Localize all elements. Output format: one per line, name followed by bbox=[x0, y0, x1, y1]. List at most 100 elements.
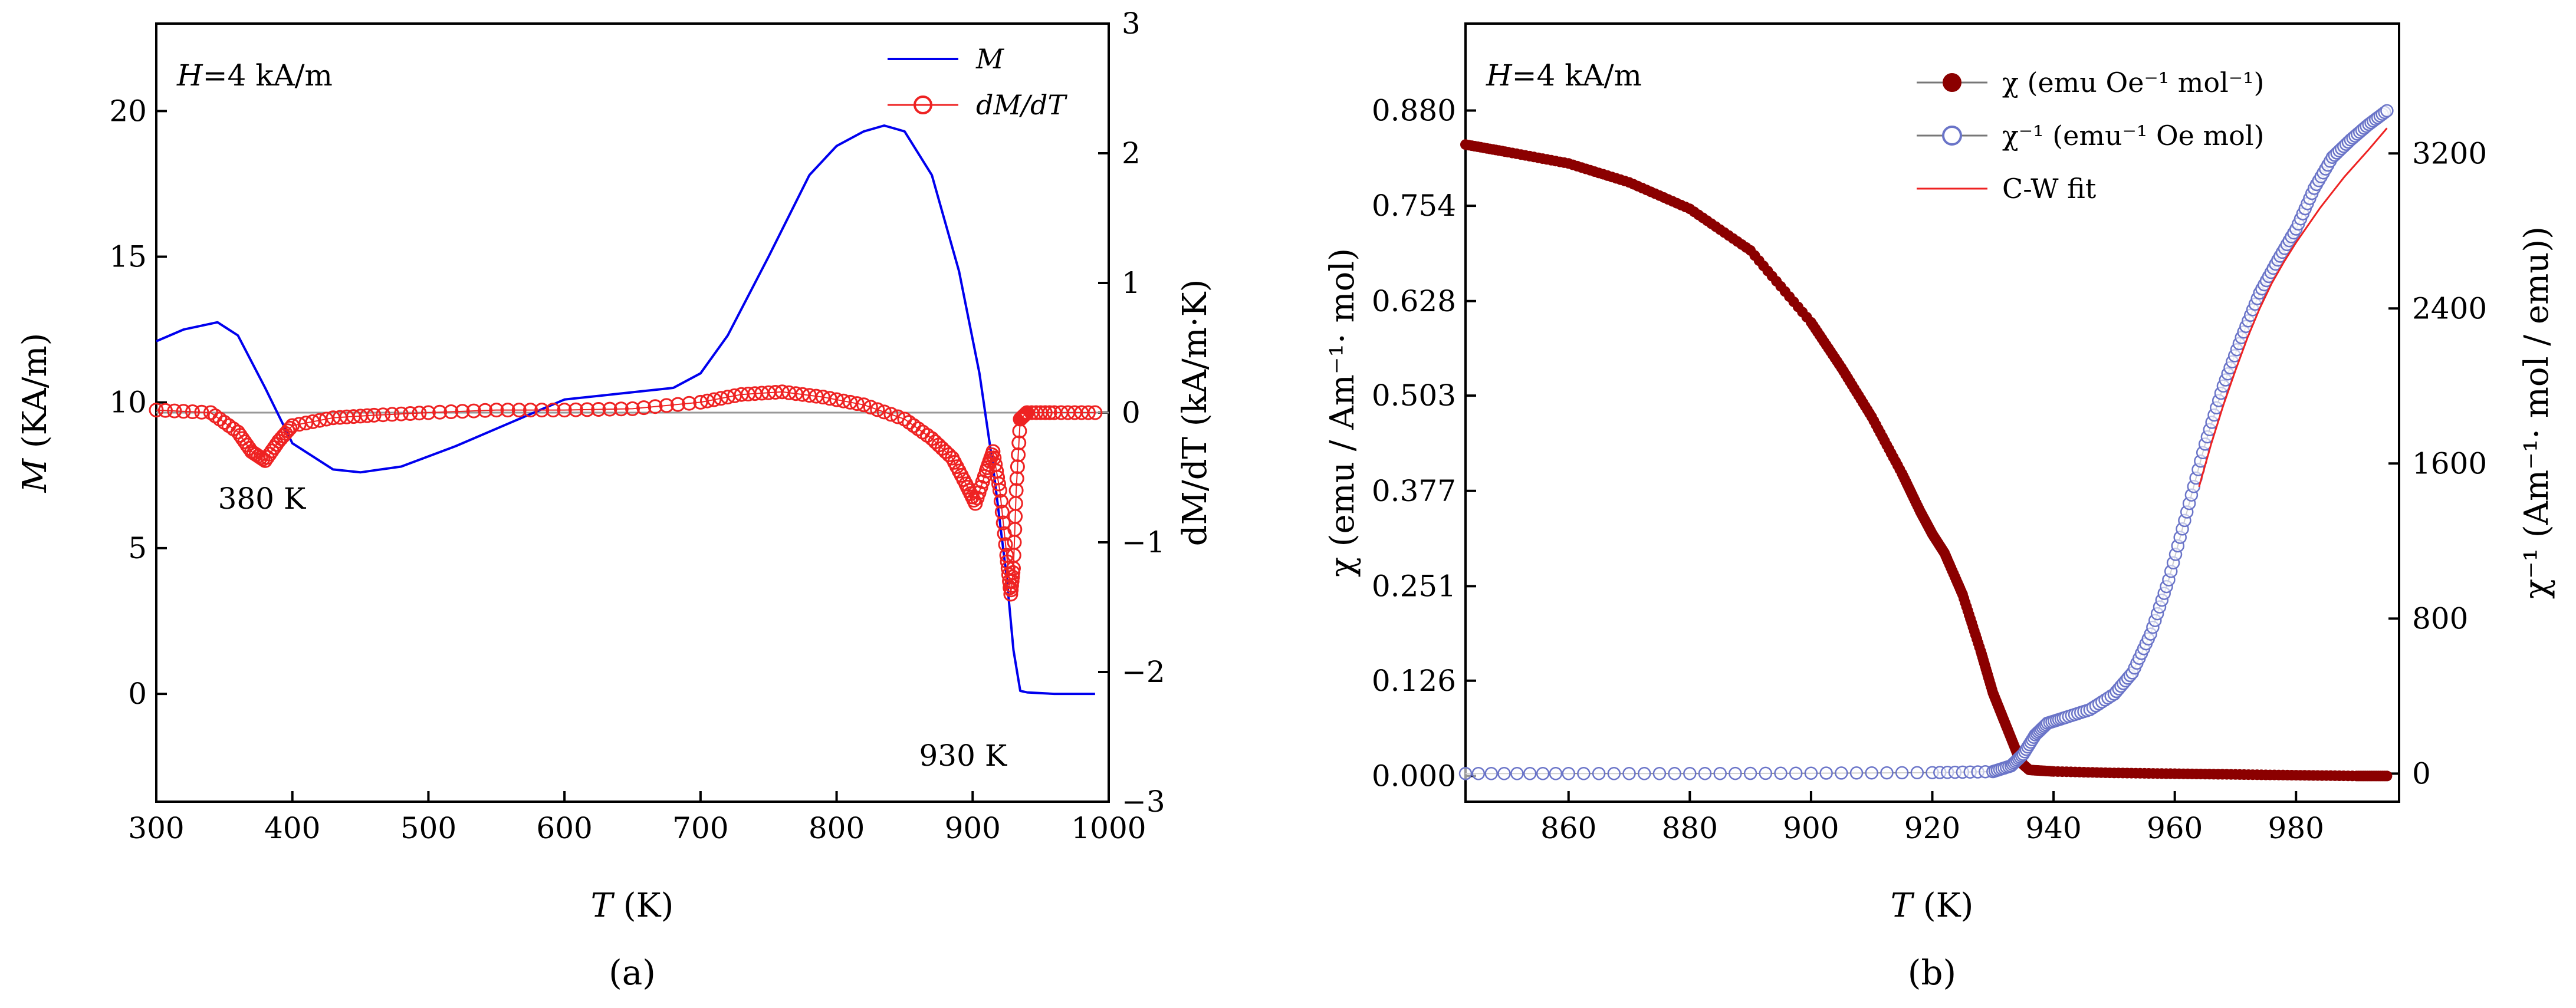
panel-a-right-axis-title: dM/dT (kA/m·K) bbox=[1176, 279, 1214, 546]
series-chi-inverse-point bbox=[1471, 767, 1486, 780]
series-dmdt-point bbox=[693, 394, 708, 410]
series-dmdt-point bbox=[489, 403, 504, 418]
series-chi-inverse-point bbox=[1713, 766, 1727, 780]
panel-a-left-tick-label: 0 bbox=[128, 677, 147, 711]
series-dmdt-point bbox=[1011, 447, 1026, 462]
series-dmdt-point bbox=[995, 515, 1011, 531]
series-dmdt-point bbox=[1009, 471, 1024, 486]
panel-b-x-tick-label: 960 bbox=[2147, 811, 2203, 845]
panel-b-left-tick-label: 0.000 bbox=[1372, 759, 1456, 793]
series-chi-inverse-point bbox=[1592, 767, 1606, 780]
series-dmdt-point bbox=[282, 420, 298, 436]
series-dmdt-point bbox=[376, 407, 390, 423]
panel-a-right-tick-label: 0 bbox=[1122, 396, 1141, 430]
panel-b-caption: (b) bbox=[1908, 953, 1956, 993]
panel-a-right-tick-label: 2 bbox=[1122, 136, 1141, 170]
panel-b-left-tick-label: 0.628 bbox=[1372, 284, 1456, 318]
panel-a-right-tick-label: −1 bbox=[1122, 525, 1165, 559]
legend-cw-fit-label: C-W fit bbox=[2002, 173, 2097, 205]
panel-b-left-tick-label: 0.377 bbox=[1372, 474, 1456, 508]
panel-a-series bbox=[149, 124, 1109, 696]
series-dmdt-point bbox=[285, 418, 300, 433]
panel-a-left-tick-label: 15 bbox=[109, 240, 147, 274]
panel-a-x-tick-label: 600 bbox=[536, 811, 592, 845]
series-dmdt-point bbox=[500, 403, 515, 418]
series-dmdt-point bbox=[890, 409, 905, 424]
panel-b: 860 880 900 920 940 960 980 0.000 0.126 0.251 0.37… bbox=[1323, 22, 2556, 993]
series-dmdt-point bbox=[849, 396, 865, 411]
series-dmdt-point bbox=[822, 391, 837, 406]
panel-a-right-tick-label: 1 bbox=[1122, 266, 1141, 300]
series-dmdt-point bbox=[1005, 569, 1020, 585]
panel-b-x-tick-label: 940 bbox=[2025, 811, 2081, 845]
panel-b-left-axis-title: χ (emu / Am⁻¹· mol) bbox=[1323, 248, 1362, 577]
series-dmdt-point bbox=[568, 402, 583, 417]
series-chi-inverse-point bbox=[1683, 767, 1697, 780]
series-dmdt-point bbox=[1087, 405, 1103, 420]
series-chi-inverse-point bbox=[1759, 766, 1773, 780]
series-dmdt-point bbox=[167, 403, 182, 419]
series-chi-inverse-point bbox=[1849, 766, 1864, 780]
annotation-930k: 930 K bbox=[919, 739, 1008, 773]
series-dmdt-point bbox=[720, 390, 735, 405]
series-chi-inverse-point bbox=[1458, 767, 1473, 780]
series-dmdt-point bbox=[1008, 483, 1024, 498]
panel-a-right-tick-label: −2 bbox=[1122, 655, 1165, 689]
series-dmdt-point bbox=[1006, 565, 1021, 580]
series-dmdt-point bbox=[455, 404, 470, 419]
series-chi-inverse-point bbox=[1668, 767, 1681, 780]
panel-a-x-tick-label: 900 bbox=[945, 811, 1001, 845]
series-dmdt-point bbox=[602, 401, 617, 417]
legend-dmdt-marker bbox=[914, 95, 932, 114]
panel-b-left-tick-label: 0.880 bbox=[1372, 94, 1456, 128]
series-dmdt-point bbox=[816, 390, 830, 405]
series-dmdt-point bbox=[613, 401, 629, 417]
panel-b-x-tick-label: 880 bbox=[1662, 811, 1718, 845]
series-dmdt-point bbox=[298, 416, 314, 431]
series-dmdt-point bbox=[699, 393, 715, 409]
legend-chi-inverse-label: χ⁻¹ (emu⁻¹ Oe mol) bbox=[2002, 120, 2265, 151]
series-dmdt-point bbox=[360, 408, 375, 423]
panel-a-left-tick-label: 10 bbox=[109, 386, 147, 420]
series-dmdt-point bbox=[157, 403, 173, 418]
series-chi-inverse-point bbox=[1698, 766, 1712, 780]
legend-m-label: M bbox=[975, 43, 1005, 75]
series-chi-inverse-point bbox=[1510, 767, 1524, 780]
series-dmdt-point bbox=[670, 397, 685, 412]
panel-a-x-tick-label: 400 bbox=[264, 811, 320, 845]
series-chi-inverse-point bbox=[1804, 766, 1818, 780]
series-dmdt-point bbox=[366, 407, 382, 423]
series-dmdt-point bbox=[843, 394, 858, 410]
series-dmdt-point bbox=[992, 483, 1007, 498]
series-dmdt-point bbox=[393, 406, 409, 421]
panel-a: 300 400 500 600 700 800 900 1000 0 5 10 15 20 −3 −2 −1 0… bbox=[16, 6, 1214, 993]
series-dmdt-point bbox=[648, 399, 663, 414]
series-chi-point bbox=[2381, 770, 2393, 782]
series-chi-inverse-point bbox=[1910, 766, 1924, 780]
series-dmdt-point bbox=[1010, 459, 1025, 475]
series-dmdt-point bbox=[863, 400, 878, 415]
series-dmdt-point bbox=[870, 402, 885, 417]
series-chi-inverse-point bbox=[1536, 767, 1550, 780]
series-dmdt-point bbox=[420, 405, 436, 420]
series-dmdt-point bbox=[636, 400, 652, 416]
series-dmdt-point bbox=[707, 392, 722, 407]
panel-a-x-tick-label: 500 bbox=[400, 811, 456, 845]
panel-b-x-axis-title: T (K) bbox=[1891, 887, 1974, 925]
series-dmdt-point bbox=[1015, 409, 1030, 424]
panel-b-right-tick-label: 2400 bbox=[2412, 291, 2487, 325]
panel-a-x-tick-label: 800 bbox=[809, 811, 865, 845]
legend-chi-label: χ (emu Oe⁻¹ mol⁻¹) bbox=[2002, 67, 2265, 98]
series-dmdt-point bbox=[829, 392, 845, 407]
series-dmdt-point bbox=[511, 403, 527, 418]
series-dmdt-point bbox=[856, 397, 872, 413]
series-dmdt-point bbox=[557, 403, 572, 418]
panel-a-left-tick-label: 5 bbox=[128, 531, 147, 565]
series-dmdt-point bbox=[523, 403, 538, 418]
series-chi-inverse-point bbox=[1880, 766, 1894, 780]
series-chi-inverse-point bbox=[1577, 767, 1591, 780]
series-dmdt-point bbox=[546, 403, 561, 418]
series-dmdt-point bbox=[403, 406, 418, 421]
series-chi-inverse-point bbox=[1789, 766, 1803, 780]
